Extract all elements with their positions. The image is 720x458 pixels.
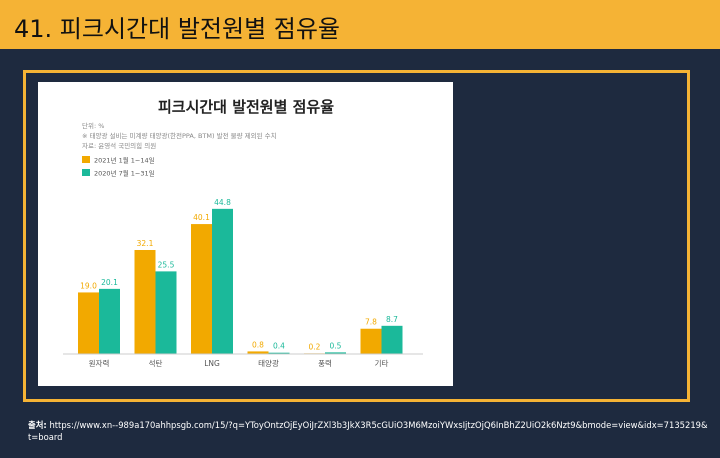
x-axis-labels: 원자력 석탄 LNG 태양광 풍력 기타 (89, 358, 389, 368)
x-tick-label-other: 기타 (375, 359, 389, 368)
bars-group: 19.0 20.1 32.1 25.5 40.1 44.8 0.8 0.4 0.2 0.5 7.8 8… (78, 198, 403, 354)
data-label-solar-2021: 0.8 (252, 340, 264, 349)
chart-note-footnote: ※ 태양광 설비는 미계량 태양광(한전PPA, BTM) 발전 물량 제외된 … (82, 131, 277, 140)
chart-frame (23, 70, 690, 402)
x-tick-label-wind: 풍력 (318, 359, 332, 368)
legend-label-2020: 2020년 7월 1~31일 (94, 169, 155, 178)
source-citation: 출처: https://www.xn--989a170ahhpsgb.com/1… (28, 419, 708, 443)
legend-swatch-2021 (82, 156, 90, 163)
bar-chart: 피크시간대 발전원별 점유율 단위: % ※ 태양광 설비는 미계량 태양광(한… (63, 98, 423, 368)
chart-note-unit: 단위: % (82, 121, 104, 130)
bar-coal-2021 (134, 249, 156, 354)
legend-swatch-2020 (82, 169, 90, 176)
bar-nuclear-2021 (78, 292, 99, 354)
chart-card: 피크시간대 발전원별 점유율 단위: % ※ 태양광 설비는 미계량 태양광(한… (38, 82, 453, 386)
bar-wind-2020 (325, 352, 346, 354)
data-label-nuclear-2021: 19.0 (80, 281, 97, 290)
data-label-other-2021: 7.8 (365, 318, 377, 327)
x-tick-label-nuclear: 원자력 (89, 359, 110, 368)
bar-other-2021 (360, 328, 382, 354)
chart-note-source: 자료: 윤영석 국민의힘 의원 (82, 141, 156, 150)
x-tick-label-solar: 태양광 (258, 358, 279, 368)
bar-solar-2021 (247, 351, 269, 354)
bar-lng-2021 (191, 224, 212, 354)
bar-coal-2020 (155, 271, 177, 354)
data-label-lng-2020: 44.8 (214, 198, 231, 207)
x-tick-label-coal: 석탄 (149, 358, 163, 368)
slide-title: 41. 피크시간대 발전원별 점유율 (14, 15, 341, 43)
data-label-coal-2021: 32.1 (137, 239, 154, 248)
bar-nuclear-2020 (99, 288, 120, 354)
data-label-wind-2020: 0.5 (330, 341, 342, 350)
legend: 2021년 1월 1~14일 2020년 7월 1~31일 (82, 156, 155, 178)
data-label-coal-2020: 25.5 (158, 260, 175, 269)
data-label-other-2020: 8.7 (386, 315, 398, 324)
bar-other-2020 (381, 325, 403, 354)
data-label-wind-2021: 0.2 (309, 342, 321, 351)
source-url[interactable]: https://www.xn--989a170ahhpsgb.com/15/?q… (28, 420, 708, 442)
data-label-nuclear-2020: 20.1 (101, 278, 118, 287)
x-tick-label-lng: LNG (204, 359, 220, 368)
bar-solar-2020 (268, 352, 290, 354)
legend-label-2021: 2021년 1월 1~14일 (94, 156, 155, 165)
source-label: 출처: (28, 420, 47, 430)
title-bar: 41. 피크시간대 발전원별 점유율 (0, 0, 720, 49)
data-label-solar-2020: 0.4 (273, 342, 285, 351)
data-label-lng-2021: 40.1 (193, 213, 210, 222)
bar-lng-2020 (212, 208, 233, 354)
chart-title: 피크시간대 발전원별 점유율 (158, 98, 334, 116)
